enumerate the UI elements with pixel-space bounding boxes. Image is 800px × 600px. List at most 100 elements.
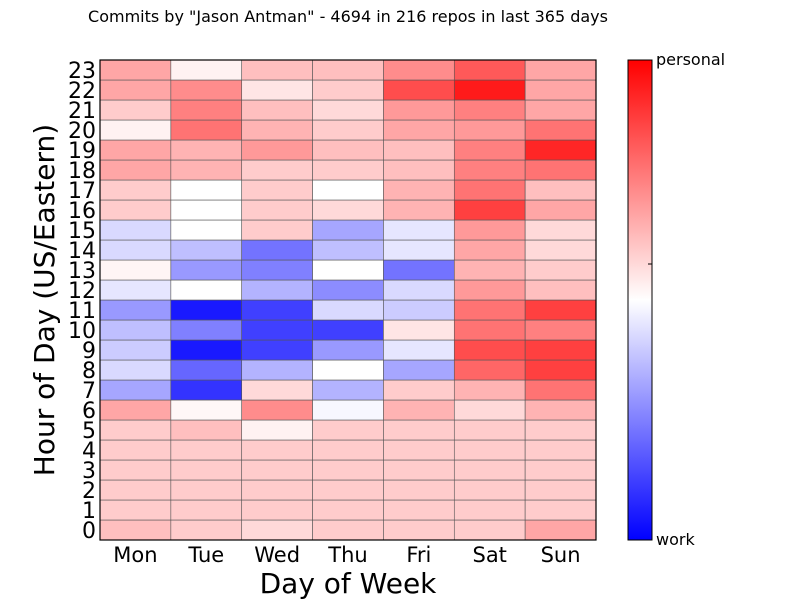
heatmap-cell-wed-15	[241, 219, 313, 241]
heatmap-cell-mon-3	[99, 459, 172, 481]
heatmap-cell-tue-19	[170, 139, 243, 161]
heatmap-cell-fri-16	[383, 199, 455, 221]
y-tick-label: 8	[82, 359, 96, 384]
heatmap-cell-tue-7	[170, 379, 243, 401]
y-tick-label: 14	[68, 239, 96, 264]
heatmap-cell-mon-20	[99, 119, 172, 141]
heatmap-cell-wed-4	[241, 439, 313, 461]
heatmap-cell-fri-9	[383, 339, 455, 361]
heatmap-cell-wed-16	[241, 199, 313, 221]
heatmap-cell-fri-11	[383, 299, 455, 321]
heatmap-cell-wed-19	[241, 139, 313, 161]
heatmap-cell-fri-8	[383, 359, 455, 381]
heatmap-cell-fri-23	[383, 59, 455, 81]
heatmap-cell-thu-21	[312, 99, 384, 121]
heatmap-cell-mon-11	[99, 299, 172, 321]
heatmap-cell-wed-10	[241, 319, 313, 341]
heatmap-cell-sun-12	[524, 279, 597, 301]
heatmap-cell-fri-21	[383, 99, 455, 121]
heatmap-cell-tue-15	[170, 219, 243, 241]
y-tick-label: 6	[82, 399, 96, 424]
heatmap-cell-sat-1	[453, 499, 526, 521]
heatmap-cell-tue-22	[170, 79, 243, 101]
heatmap-cell-sat-14	[453, 239, 526, 261]
heatmap-cell-fri-3	[383, 459, 455, 481]
heatmap-cell-fri-14	[383, 239, 455, 261]
y-tick-label: 17	[68, 179, 96, 204]
heatmap-cell-thu-20	[312, 119, 384, 141]
heatmap-cell-fri-10	[383, 319, 455, 341]
heatmap-cell-thu-22	[312, 79, 384, 101]
heatmap-cell-mon-21	[99, 99, 172, 121]
heatmap-cell-tue-0	[170, 519, 243, 541]
heatmap-cell-tue-16	[170, 199, 243, 221]
heatmap-cell-sat-0	[453, 519, 526, 541]
heatmap-cell-sun-0	[524, 519, 597, 541]
heatmap-cell-tue-13	[170, 259, 243, 281]
heatmap-cell-wed-22	[241, 79, 313, 101]
heatmap-cell-sun-10	[524, 319, 597, 341]
heatmap-cell-mon-1	[99, 499, 172, 521]
heatmap-cell-wed-2	[241, 479, 313, 501]
heatmap-cell-sun-21	[524, 99, 597, 121]
heatmap-cell-tue-1	[170, 499, 243, 521]
x-tick-label: Sat	[472, 543, 506, 567]
heatmap-cell-sun-20	[524, 119, 597, 141]
heatmap-cell-thu-19	[312, 139, 384, 161]
heatmap-cell-fri-4	[383, 439, 455, 461]
heatmap-cell-fri-22	[383, 79, 455, 101]
heatmap-cell-tue-17	[170, 179, 243, 201]
colorbar	[627, 59, 653, 541]
heatmap-cell-sun-3	[524, 459, 597, 481]
heatmap-cell-wed-20	[241, 119, 313, 141]
heatmap-cell-thu-3	[312, 459, 384, 481]
heatmap-cell-mon-5	[99, 419, 172, 441]
heatmap-cell-fri-17	[383, 179, 455, 201]
x-tick-label: Tue	[187, 543, 224, 567]
colorbar-high-label: personal	[656, 50, 725, 69]
heatmap-cell-sun-6	[524, 399, 597, 421]
heatmap-cell-thu-11	[312, 299, 384, 321]
heatmap-cell-mon-6	[99, 399, 172, 421]
heatmap-cell-wed-5	[241, 419, 313, 441]
heatmap-cell-fri-20	[383, 119, 455, 141]
heatmap-cell-thu-15	[312, 219, 384, 241]
plot-frame	[99, 59, 597, 541]
heatmap-cell-thu-8	[312, 359, 384, 381]
y-tick-label: 5	[82, 419, 96, 444]
x-tick-label: Mon	[113, 543, 157, 567]
y-tick-label: 3	[82, 459, 96, 484]
heatmap-cell-sat-16	[453, 199, 526, 221]
heatmap-cell-sat-8	[453, 359, 526, 381]
y-tick-label: 2	[82, 479, 96, 504]
heatmap-cell-fri-2	[383, 479, 455, 501]
heatmap-cell-wed-12	[241, 279, 313, 301]
heatmap-cell-fri-15	[383, 219, 455, 241]
heatmap-cell-sat-3	[453, 459, 526, 481]
heatmap-cell-tue-23	[170, 59, 243, 81]
heatmap-cell-wed-14	[241, 239, 313, 261]
heatmap-cell-sun-17	[524, 179, 597, 201]
y-tick-label: 9	[82, 339, 96, 364]
heatmap-cell-thu-10	[312, 319, 384, 341]
heatmap-cell-mon-15	[99, 219, 172, 241]
y-tick-label: 23	[68, 59, 96, 84]
heatmap-cell-wed-0	[241, 519, 313, 541]
y-tick-label: 22	[68, 79, 96, 104]
heatmap-cell-fri-7	[383, 379, 455, 401]
heatmap-cell-thu-18	[312, 159, 384, 181]
y-tick-label: 11	[68, 299, 96, 324]
heatmap-cell-fri-19	[383, 139, 455, 161]
heatmap-cell-wed-18	[241, 159, 313, 181]
heatmap-cell-thu-23	[312, 59, 384, 81]
heatmap-cell-sun-1	[524, 499, 597, 521]
heatmap-cell-mon-4	[99, 439, 172, 461]
heatmap-cell-tue-20	[170, 119, 243, 141]
heatmap-cell-tue-10	[170, 319, 243, 341]
heatmap-cell-mon-2	[99, 479, 172, 501]
heatmap-cell-wed-6	[241, 399, 313, 421]
heatmap-cell-sun-4	[524, 439, 597, 461]
